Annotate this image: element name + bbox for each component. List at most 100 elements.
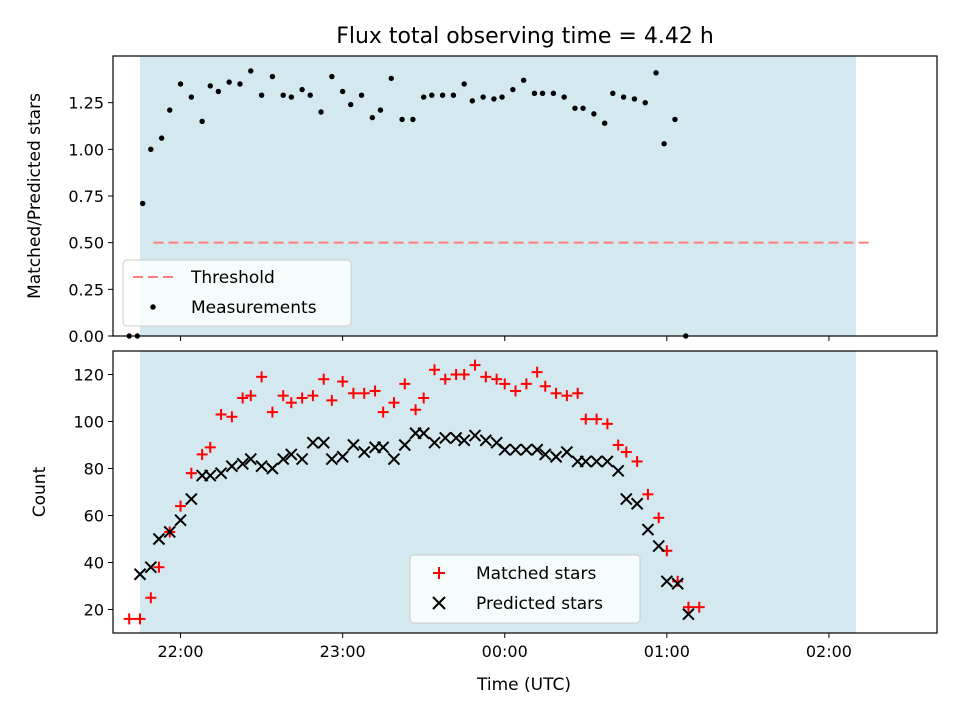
measurement-point xyxy=(226,79,232,85)
measurement-point xyxy=(177,81,184,87)
matched-star-point xyxy=(285,397,297,409)
measurement-point xyxy=(377,107,384,113)
ratio-y-tick-label: 0.75 xyxy=(68,187,104,206)
measurement-point xyxy=(510,86,516,93)
predicted-star-point xyxy=(468,429,482,442)
measurement-point xyxy=(140,200,146,207)
count-x-tick-label: 01:00 xyxy=(644,642,690,661)
measurement-point xyxy=(499,94,505,100)
legend-measurements-swatch xyxy=(150,304,156,310)
matched-star-point xyxy=(631,455,643,467)
predicted-star-marker-b xyxy=(498,443,511,456)
predicted-star-marker-b xyxy=(560,445,574,459)
measurement-point xyxy=(207,83,213,89)
predicted-star-point xyxy=(185,492,198,506)
measurement-point xyxy=(248,68,254,74)
matched-star-point xyxy=(439,373,451,385)
predicted-star-marker-b xyxy=(398,438,411,452)
count-x-ticks: 22:00 23:00 00:00 01:00 02:00 xyxy=(157,633,852,661)
predicted-star-marker-b xyxy=(671,577,684,590)
matched-star-point xyxy=(256,371,268,383)
predicted-star-point xyxy=(225,459,239,473)
predicted-star-marker-b xyxy=(549,450,563,463)
measurement-point xyxy=(299,86,305,93)
ratio-x-ticks xyxy=(180,336,830,341)
matched-star-point xyxy=(347,387,359,399)
matched-star-point xyxy=(318,373,330,385)
matched-star-point xyxy=(377,406,389,418)
predicted-star-marker-b xyxy=(417,427,430,440)
matched-star-point xyxy=(145,592,157,604)
predicted-star-point xyxy=(325,452,339,466)
measurement-point xyxy=(429,92,435,98)
matched-star-point xyxy=(399,378,411,390)
matched-star-point xyxy=(418,392,430,404)
measurement-point xyxy=(420,94,427,100)
matched-star-points xyxy=(123,359,705,625)
predicted-star-marker-b xyxy=(347,438,360,452)
predicted-star-marker-b xyxy=(295,452,309,466)
ratio-y-tick-label: 1.00 xyxy=(68,140,104,159)
predicted-star-points xyxy=(133,427,695,621)
predicted-star-point xyxy=(266,462,279,475)
count-y-tick-label: 120 xyxy=(73,366,104,385)
measurement-point xyxy=(520,77,527,83)
measurement-point xyxy=(491,96,497,102)
measurement-point xyxy=(591,111,597,117)
matched-star-point xyxy=(499,378,511,390)
matched-star-point xyxy=(591,413,603,425)
count-y-ticks: 20 40 60 80 100 120 xyxy=(73,366,113,620)
predicted-star-marker-b xyxy=(317,436,330,449)
measurement-point xyxy=(661,141,667,147)
predicted-star-marker-b xyxy=(204,469,217,482)
count-y-tick-label: 40 xyxy=(84,554,104,573)
predicted-star-point xyxy=(376,441,390,454)
measurement-point xyxy=(539,90,546,97)
predicted-star-marker-b xyxy=(244,452,257,466)
measurement-point xyxy=(188,94,195,100)
legend-matched-swatch xyxy=(433,567,445,579)
count-y-tick-label: 60 xyxy=(84,507,104,526)
matched-star-point xyxy=(642,488,654,500)
measurement-point xyxy=(215,88,222,95)
matched-star-point xyxy=(358,387,370,399)
measurement-point xyxy=(148,146,154,153)
matched-star-point xyxy=(510,385,522,397)
matched-star-point xyxy=(693,601,705,613)
predicted-star-marker-b xyxy=(336,450,349,463)
measurement-point xyxy=(307,92,313,98)
matched-star-point xyxy=(550,387,562,399)
predicted-star-point xyxy=(387,452,401,466)
x-axis-label: Time (UTC) xyxy=(476,675,571,695)
matched-star-point xyxy=(153,561,165,573)
measurement-point xyxy=(439,92,446,98)
matched-star-point xyxy=(531,366,543,378)
predicted-star-marker-b xyxy=(266,462,279,475)
ratio-legend-box xyxy=(122,259,352,327)
matched-star-point xyxy=(410,404,422,416)
ratio-legend: Threshold Measurements xyxy=(122,259,352,327)
legend-matched-label: Matched stars xyxy=(476,564,596,584)
chart-title: Flux total observing time = 4.42 h xyxy=(336,24,714,49)
predicted-star-marker-b xyxy=(428,436,441,449)
predicted-star-point xyxy=(498,443,511,456)
predicted-star-point xyxy=(204,469,217,482)
predicted-star-marker-b xyxy=(652,539,665,553)
predicted-star-point xyxy=(236,457,249,471)
predicted-star-point xyxy=(601,455,614,468)
measurement-point xyxy=(288,94,295,100)
predicted-star-marker-b xyxy=(539,448,552,461)
predicted-star-point xyxy=(347,438,360,452)
predicted-star-marker-b xyxy=(358,445,371,459)
matched-star-point xyxy=(620,446,632,458)
measurement-point xyxy=(480,94,486,100)
matched-star-point xyxy=(245,390,257,402)
count-x-tick-label: 22:00 xyxy=(157,642,203,661)
ratio-panel: 0.00 0.25 0.50 0.75 1.00 1.25 Flux total obse… xyxy=(25,24,938,346)
measurement-point xyxy=(450,92,457,98)
predicted-star-marker-b xyxy=(479,434,493,447)
count-legend-box xyxy=(409,554,641,624)
predicted-star-point xyxy=(458,434,471,447)
count-x-tick-label: 23:00 xyxy=(320,642,366,661)
predicted-star-point xyxy=(652,539,665,553)
